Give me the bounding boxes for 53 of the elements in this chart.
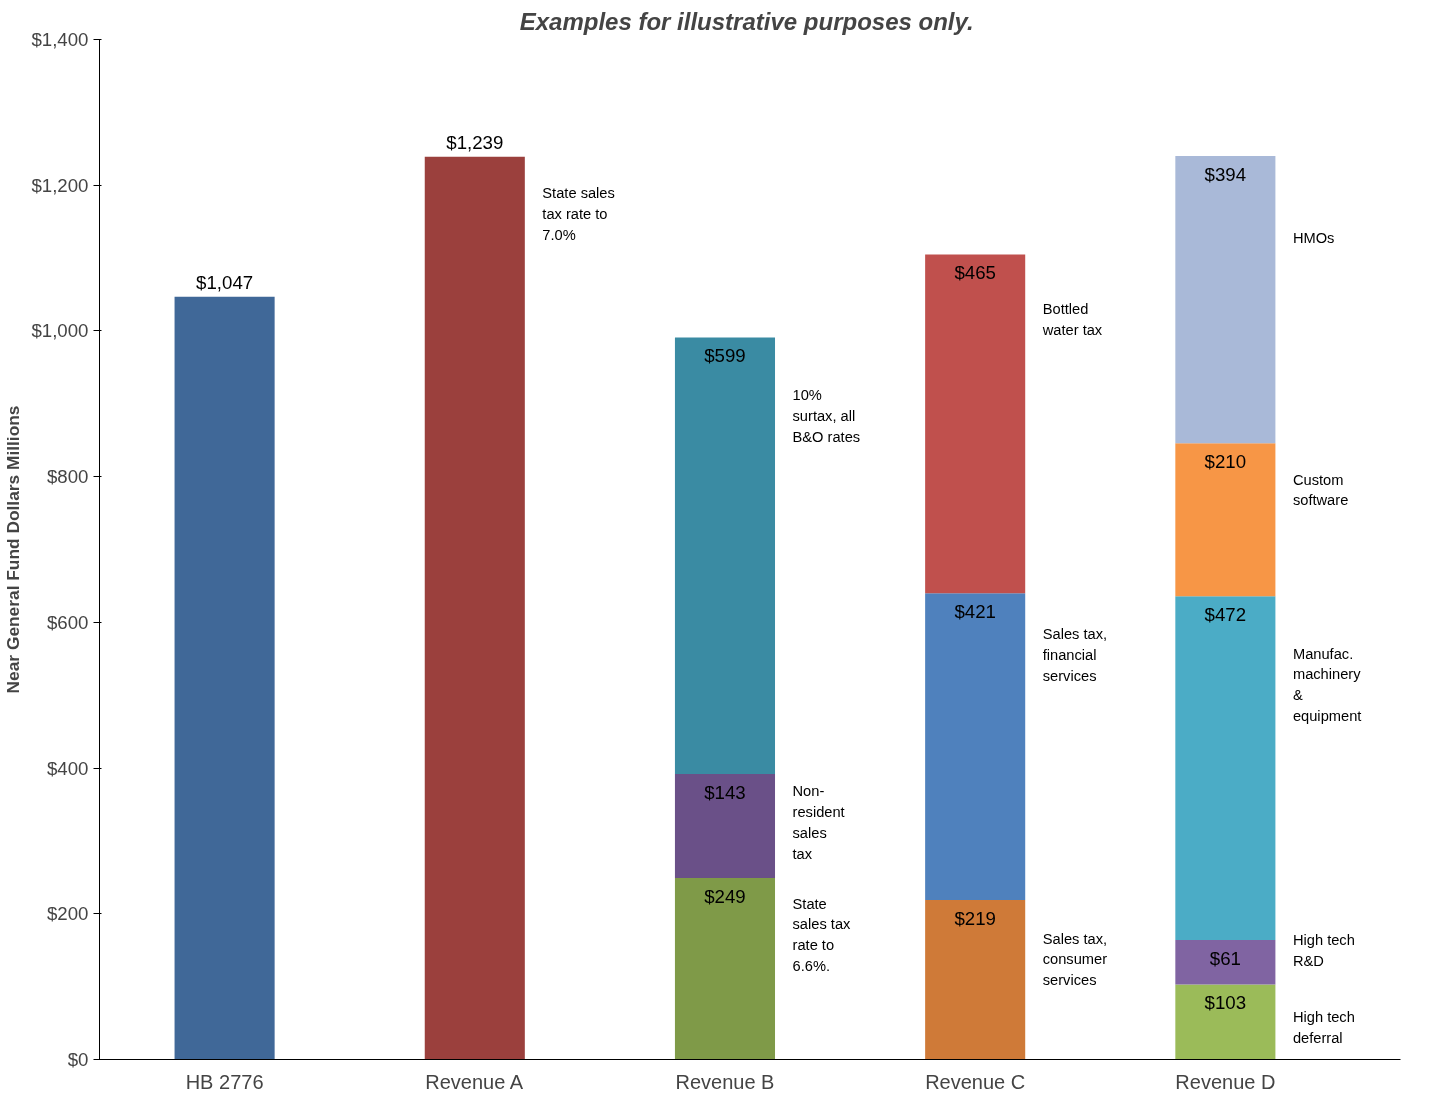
x-tick-label: Revenue B [675, 1070, 775, 1093]
y-tick-label: $800 [47, 466, 89, 488]
y-tick-label: $1,000 [31, 320, 89, 342]
bar [925, 254, 1026, 594]
bar [174, 296, 275, 1060]
bar [1175, 984, 1276, 1060]
annotation: State sales tax rate to 7.0% [542, 185, 615, 243]
bar [1175, 443, 1276, 597]
data-label: $1,047 [196, 271, 254, 293]
y-tick-label: $600 [47, 611, 89, 633]
annotation: High tech R&D [1292, 932, 1355, 969]
data-label: $421 [954, 601, 996, 623]
bar [1175, 596, 1276, 941]
annotation: State sales tax rate to 6.6%. [792, 895, 852, 974]
data-label: $61 [1209, 948, 1241, 970]
y-tick-label: $200 [47, 903, 89, 925]
annotation: Sales tax, financial services [1042, 626, 1108, 684]
y-tick-label: $1,400 [31, 29, 89, 50]
data-label: $394 [1204, 164, 1247, 186]
x-tick-label: Revenue D [1175, 1070, 1276, 1093]
annotation: HMOs [1292, 229, 1335, 246]
x-tick-label: Revenue C [925, 1070, 1026, 1093]
data-label: $143 [704, 781, 746, 803]
data-label: $249 [704, 886, 746, 908]
bar [424, 156, 525, 1060]
bar [674, 773, 776, 879]
x-tick-label: Revenue A [425, 1070, 524, 1093]
data-label: $210 [1204, 451, 1247, 473]
data-label: $465 [954, 262, 996, 284]
annotation: Manufac. machinery & equipment [1292, 645, 1362, 725]
bar [674, 337, 776, 774]
y-tick-label: $400 [47, 757, 89, 779]
annotation: Bottled water tax [1041, 301, 1103, 338]
y-tick-label: $1,200 [31, 174, 89, 196]
annotation: Sales tax, consumer services [1042, 930, 1108, 989]
data-label: $472 [1204, 604, 1247, 626]
y-axis-title: Near General Fund Dollars Millions [3, 405, 24, 694]
data-label: $103 [1204, 992, 1247, 1014]
chart-title: Examples for illustrative purposes only. [519, 7, 974, 35]
bar [674, 878, 776, 1060]
data-label: $219 [954, 907, 996, 929]
annotation: Custom software [1292, 471, 1349, 509]
bar [925, 593, 1026, 900]
bar [1175, 156, 1276, 444]
annotation: High tech deferral [1292, 1009, 1355, 1047]
annotation: Non- resident sales tax [792, 783, 845, 862]
x-tick-label: HB 2776 [185, 1070, 264, 1093]
bar [925, 899, 1026, 1060]
annotation: 10% surtax, all B&O rates [792, 387, 861, 445]
bar [1175, 940, 1276, 985]
y-tick-label: $0 [67, 1049, 89, 1070]
data-label: $599 [704, 345, 746, 367]
data-label: $1,239 [446, 131, 504, 153]
